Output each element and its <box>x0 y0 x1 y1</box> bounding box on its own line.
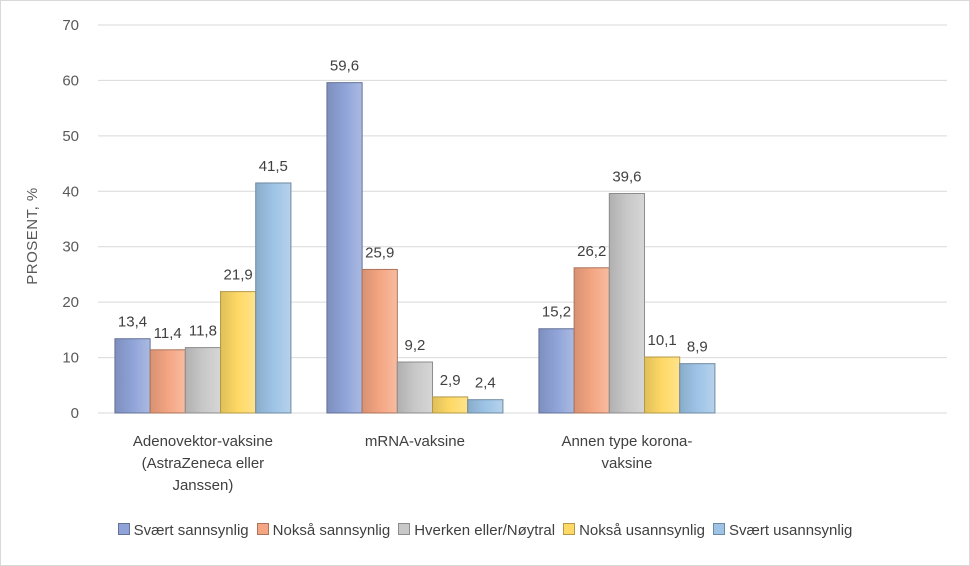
category-label: mRNA-vaksine <box>365 433 465 450</box>
category-label: Annen type korona-vaksine <box>561 433 692 472</box>
bar <box>114 338 151 414</box>
bars <box>114 82 716 414</box>
y-tick-label: 60 <box>62 72 79 89</box>
category-label: Adenovektor-vaksine (AstraZeneca eller Jan… <box>133 433 273 494</box>
data-label: 59,6 <box>330 58 359 75</box>
legend-item: Nokså usannsynlig <box>563 522 705 539</box>
data-label: 39,6 <box>612 169 641 186</box>
legend-swatch <box>117 523 130 535</box>
bar <box>679 363 716 414</box>
data-label: 15,2 <box>542 304 571 321</box>
x-axis-categories: Adenovektor-vaksine (AstraZeneca eller Jan… <box>133 433 693 494</box>
data-label: 41,5 <box>259 158 288 175</box>
y-tick-label: 10 <box>62 350 79 367</box>
bar <box>573 267 610 414</box>
data-label: 25,9 <box>365 244 394 261</box>
legend-item: Hverken eller/Nøytral <box>398 522 555 539</box>
legend-label: Svært sannsynlig <box>133 522 249 539</box>
y-tick-label: 30 <box>62 239 79 256</box>
y-tick-label: 0 <box>71 405 79 422</box>
bar <box>432 396 469 414</box>
data-label: 2,9 <box>440 372 461 389</box>
legend-swatch <box>713 523 725 535</box>
bar <box>184 347 222 414</box>
legend-item: Svært sannsynlig <box>117 522 249 539</box>
legend-label: Hverken eller/Nøytral <box>414 522 556 539</box>
bar <box>608 193 646 414</box>
data-label: 21,9 <box>224 267 253 284</box>
data-label: 2,4 <box>475 375 496 392</box>
bar <box>467 399 504 414</box>
legend-item: Nokså sannsynlig <box>256 522 391 539</box>
bar <box>255 182 292 414</box>
data-label: 9,2 <box>404 337 425 354</box>
bar <box>220 291 257 414</box>
data-label: 11,4 <box>154 325 182 342</box>
legend-swatch <box>256 523 269 535</box>
legend-swatch <box>563 523 576 535</box>
y-tick-label: 50 <box>62 128 79 145</box>
bar <box>538 328 575 414</box>
data-label: 11,8 <box>189 323 217 340</box>
data-label: 13,4 <box>118 314 147 331</box>
bar <box>361 268 398 414</box>
bar <box>644 356 681 414</box>
legend-label: Svært usannsynlig <box>729 522 853 539</box>
y-tick-label: 70 <box>62 17 79 34</box>
data-label: 26,2 <box>577 243 606 260</box>
y-axis-ticks: 0 10 20 30 40 50 60 70 <box>62 17 79 422</box>
bar <box>149 349 186 414</box>
legend-item: Svært usannsynlig <box>713 522 852 539</box>
legend-label: Nokså usannsynlig <box>579 522 705 539</box>
data-label: 8,9 <box>687 339 708 356</box>
data-labels: 13,4 11,4 11,8 21,9 41,5 59,6 25,9 9,2 2,9 2,4 15,… <box>118 58 708 392</box>
legend: Svært sannsynlig Nokså sannsynlig Hverken … <box>0 522 970 539</box>
y-axis-label: PROSENT, % <box>24 187 41 285</box>
y-tick-label: 40 <box>62 183 79 200</box>
legend-swatch <box>398 523 411 535</box>
bar-chart: 0 10 20 30 40 50 60 70 13,4 11,4 11,8 21,9 41,5 59,6… <box>24 17 947 494</box>
data-label: 10,1 <box>648 332 677 349</box>
bar <box>326 82 363 414</box>
y-tick-label: 20 <box>62 294 79 311</box>
legend-label: Nokså sannsynlig <box>272 522 391 539</box>
bar <box>396 361 434 414</box>
